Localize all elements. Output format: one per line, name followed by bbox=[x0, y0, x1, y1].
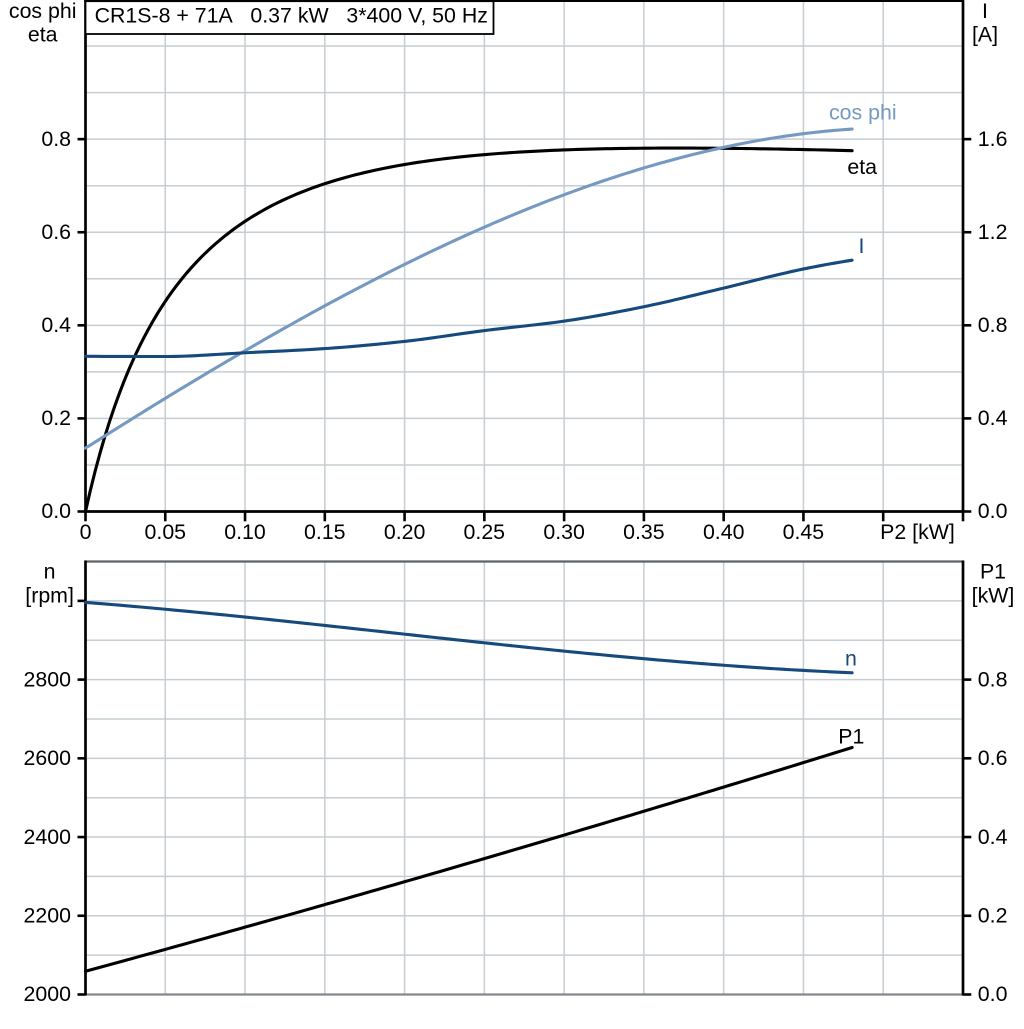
svg-text:0.35: 0.35 bbox=[623, 520, 665, 544]
svg-text:0.2: 0.2 bbox=[978, 904, 1008, 928]
svg-text:2200: 2200 bbox=[24, 904, 72, 928]
svg-text:eta: eta bbox=[847, 155, 877, 179]
svg-text:1.2: 1.2 bbox=[978, 220, 1008, 244]
svg-text:I: I bbox=[859, 234, 865, 258]
svg-text:0.10: 0.10 bbox=[224, 520, 266, 544]
svg-text:0.8: 0.8 bbox=[41, 127, 71, 151]
svg-text:0.0: 0.0 bbox=[978, 499, 1008, 523]
svg-text:2400: 2400 bbox=[24, 825, 72, 849]
svg-text:eta: eta bbox=[28, 23, 58, 47]
svg-text:0.20: 0.20 bbox=[384, 520, 426, 544]
svg-text:[A]: [A] bbox=[972, 23, 998, 47]
svg-text:3*400 V, 50 Hz: 3*400 V, 50 Hz bbox=[346, 3, 488, 27]
svg-text:0.25: 0.25 bbox=[464, 520, 506, 544]
svg-text:[kW]: [kW] bbox=[972, 583, 1015, 607]
svg-text:0.0: 0.0 bbox=[41, 499, 71, 523]
svg-text:cos phi: cos phi bbox=[9, 0, 77, 23]
svg-text:0.4: 0.4 bbox=[41, 313, 71, 337]
svg-text:1.6: 1.6 bbox=[978, 127, 1008, 151]
svg-text:cos phi: cos phi bbox=[829, 101, 897, 125]
svg-text:0.4: 0.4 bbox=[978, 406, 1008, 430]
svg-text:0.05: 0.05 bbox=[145, 520, 187, 544]
svg-text:0.45: 0.45 bbox=[783, 520, 825, 544]
svg-text:0.4: 0.4 bbox=[978, 825, 1008, 849]
svg-text:2600: 2600 bbox=[24, 746, 72, 770]
svg-text:0.8: 0.8 bbox=[978, 313, 1008, 337]
svg-text:0.6: 0.6 bbox=[978, 746, 1008, 770]
svg-text:CR1S-8 + 71A: CR1S-8 + 71A bbox=[95, 3, 234, 27]
svg-text:0.6: 0.6 bbox=[41, 220, 71, 244]
svg-text:I: I bbox=[982, 0, 988, 23]
svg-text:n: n bbox=[845, 646, 857, 670]
svg-text:0.0: 0.0 bbox=[978, 982, 1008, 1006]
svg-text:P2 [kW]: P2 [kW] bbox=[880, 520, 955, 544]
svg-text:0: 0 bbox=[80, 520, 92, 544]
svg-text:0.15: 0.15 bbox=[304, 520, 346, 544]
svg-text:0.37 kW: 0.37 kW bbox=[250, 3, 329, 27]
svg-text:[rpm]: [rpm] bbox=[25, 583, 74, 607]
svg-text:0.40: 0.40 bbox=[703, 520, 745, 544]
svg-text:0.8: 0.8 bbox=[978, 667, 1008, 691]
svg-text:0.2: 0.2 bbox=[41, 406, 71, 430]
svg-text:n: n bbox=[44, 560, 56, 584]
svg-text:P1: P1 bbox=[838, 724, 864, 748]
svg-text:P1: P1 bbox=[980, 560, 1006, 584]
svg-text:2000: 2000 bbox=[24, 982, 72, 1006]
svg-text:2800: 2800 bbox=[24, 667, 72, 691]
svg-text:0.30: 0.30 bbox=[543, 520, 585, 544]
